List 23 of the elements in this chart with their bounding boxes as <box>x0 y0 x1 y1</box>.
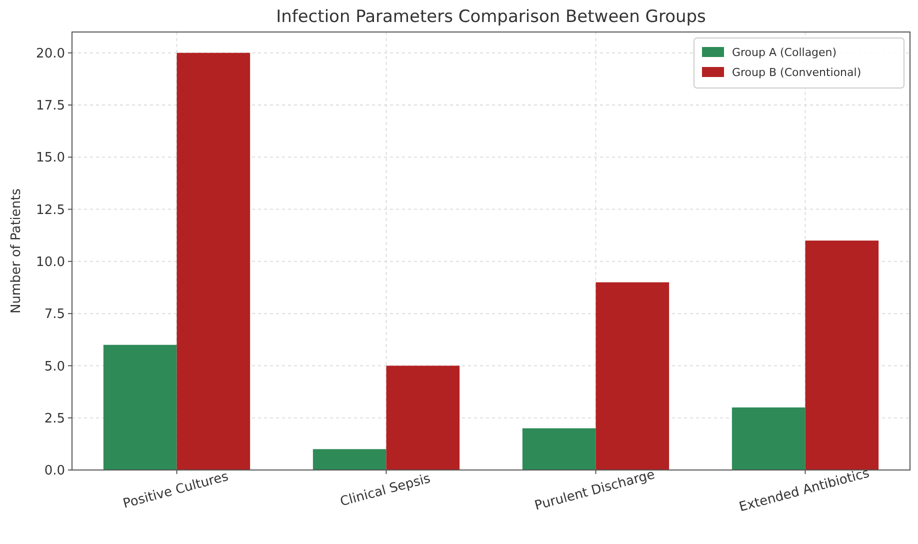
bar <box>103 344 177 470</box>
legend-label: Group B (Conventional) <box>732 66 862 79</box>
x-tick-label: Clinical Sepsis <box>338 471 432 510</box>
x-tick-label: Positive Cultures <box>122 469 230 512</box>
bar <box>805 240 879 470</box>
chart-title: Infection Parameters Comparison Between Groups <box>276 7 706 27</box>
y-tick-label: 12.5 <box>36 202 65 218</box>
y-tick-label: 5.0 <box>44 359 65 374</box>
y-tick-label: 10.0 <box>36 254 65 270</box>
bar <box>732 407 806 470</box>
y-tick-label: 7.5 <box>44 307 65 322</box>
y-tick-label: 0.0 <box>44 464 65 479</box>
y-tick-label: 2.5 <box>44 411 65 426</box>
bar <box>522 428 596 470</box>
bar <box>176 52 250 470</box>
y-tick-label: 20.0 <box>36 46 65 62</box>
bar <box>596 282 670 470</box>
bar <box>312 449 386 470</box>
bar <box>386 366 460 470</box>
y-tick-label: 15.0 <box>36 150 65 166</box>
legend-label: Group A (Collagen) <box>732 46 837 59</box>
y-tick-label: 17.5 <box>36 98 65 114</box>
y-axis-title: Number of Patients <box>9 188 24 314</box>
